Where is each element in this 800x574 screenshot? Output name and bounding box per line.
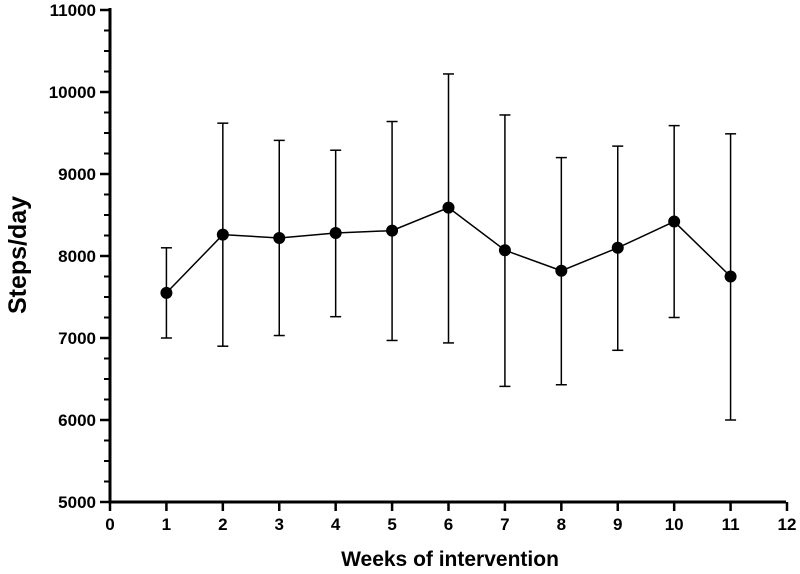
y-ticks: 5000 6000 7000 8000 9000 10000 11000 [49,1,110,512]
y-tick-label: 11000 [50,1,96,20]
x-tick-label: 4 [331,515,341,534]
y-tick-label: 6000 [58,411,96,430]
x-axis-title: Weeks of intervention [341,548,559,571]
x-tick-label: 1 [162,515,171,534]
data-point [668,215,681,228]
data-point [329,227,342,240]
y-tick-label: 9000 [58,165,96,184]
x-ticks: 0 1 2 3 4 5 6 7 8 9 10 11 12 [105,502,796,534]
data-point [498,244,511,257]
error-bars [160,73,737,421]
y-tick-label: 7000 [58,329,96,348]
data-points [160,201,737,299]
y-tick-label: 10000 [49,83,96,102]
y-tick-label: 8000 [58,247,96,266]
x-tick-label: 0 [105,515,114,534]
x-tick-label: 7 [500,515,509,534]
data-point [160,286,173,299]
y-tick-label: 5000 [58,493,96,512]
data-point [273,231,286,244]
data-point [555,264,568,277]
x-tick-label: 3 [275,515,284,534]
x-tick-label: 9 [613,515,622,534]
data-point [386,224,399,237]
x-tick-label: 6 [444,515,453,534]
y-axis-title: Steps/day [4,196,32,314]
x-tick-label: 12 [778,515,797,534]
x-tick-label: 8 [557,515,566,534]
data-point [611,241,624,254]
x-tick-label: 5 [387,515,396,534]
data-point [216,228,229,241]
data-point [442,201,455,214]
axes [108,8,786,504]
data-point [724,270,737,283]
x-tick-label: 11 [722,515,740,534]
x-tick-label: 10 [665,515,684,534]
x-tick-label: 2 [218,515,227,534]
